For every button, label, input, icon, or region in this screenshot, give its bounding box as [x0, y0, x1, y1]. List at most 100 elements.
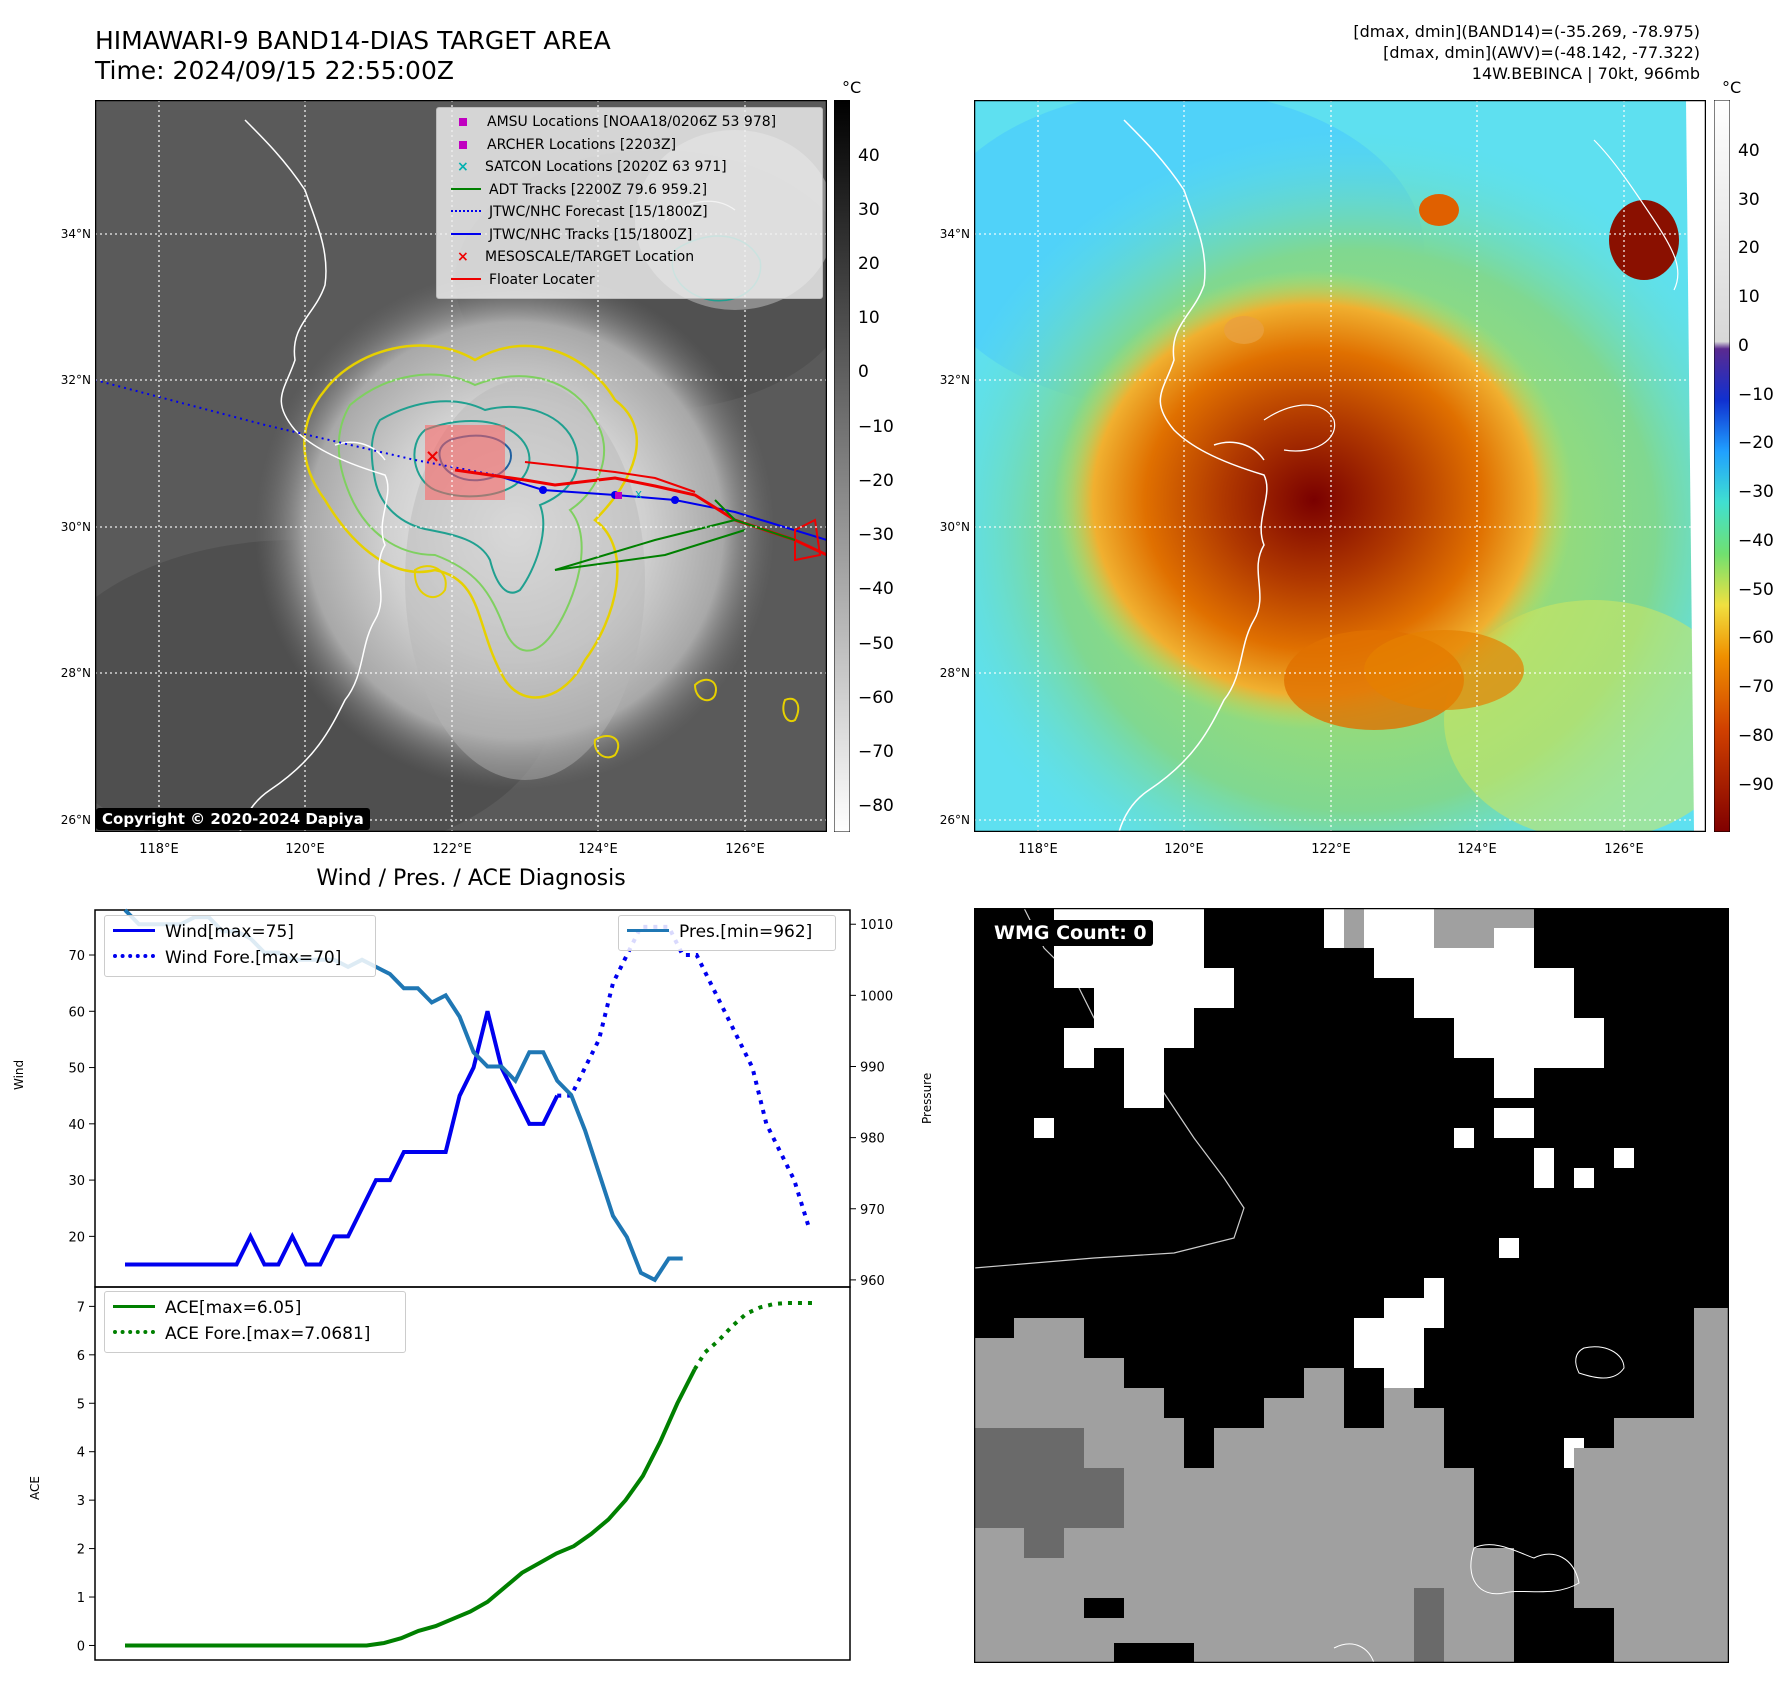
- colorbar-tick-label: −90: [1738, 775, 1774, 795]
- wmg-map: [974, 908, 1729, 1663]
- svg-text:x: x: [635, 487, 642, 501]
- colorbar-tick-label: 0: [858, 362, 869, 382]
- colorbar-tick-label: −70: [1738, 677, 1774, 697]
- colorbar-tick-label: 30: [858, 200, 880, 220]
- colorbar-tick-label: −10: [1738, 385, 1774, 405]
- pressure-ytick-label: 1010: [860, 918, 893, 933]
- lat-label: 32°N: [939, 373, 970, 387]
- ace-series-line-0: [125, 1368, 697, 1648]
- colorbar-tick-label: 20: [858, 254, 880, 274]
- legend-entry-amsu: AMSU Locations [NOAA18/0206Z 53 978]: [451, 114, 776, 130]
- pressure-ytick-label: 960: [860, 1274, 885, 1289]
- ace-ytick-label: 5: [77, 1397, 85, 1412]
- lon-label: 122°E: [1311, 842, 1351, 857]
- colorbar-tick-label: −10: [858, 417, 894, 437]
- colorbar-tick-label: 0: [1738, 336, 1749, 356]
- series-line-1: [557, 924, 811, 1226]
- colorbar-tick-label: −40: [1738, 531, 1774, 551]
- legend-entry-floater: Floater Locater: [451, 272, 595, 288]
- wmg-count-badge: WMG Count: 0: [988, 920, 1153, 946]
- lon-label: 126°E: [1604, 842, 1644, 857]
- copyright-badge: Copyright © 2020-2024 Dapiya: [96, 808, 370, 830]
- ace-ytick-label: 3: [77, 1494, 85, 1509]
- legend-entry-pressure: Pres.[min=962]: [627, 922, 812, 942]
- legend-entry-ace-forecast: ACE Fore.[max=7.0681]: [113, 1324, 370, 1344]
- enhanced-map: [974, 100, 1706, 832]
- colorbar-tick-label: −20: [1738, 433, 1774, 453]
- legend-entry-archer: ARCHER Locations [2203Z]: [451, 137, 676, 153]
- ace-legend: ACE[max=6.05] ACE Fore.[max=7.0681]: [104, 1291, 406, 1353]
- info-storm: 14W.BEBINCA | 70kt, 966mb: [1471, 64, 1700, 83]
- colorbar-tick-label: 40: [858, 146, 880, 166]
- ace-ytick-label: 1: [77, 1591, 85, 1606]
- legend-entry-wind-forecast: Wind Fore.[max=70]: [113, 948, 341, 968]
- wind-ytick-label: 40: [68, 1118, 85, 1133]
- lat-label: 30°N: [60, 520, 91, 534]
- lon-label: 118°E: [139, 842, 179, 857]
- diagnosis-chart: 20 30 40 50 60 70 960 970 980 990 1000 1010 0 1 2 3 4 5 6…: [68, 908, 893, 1661]
- ace-ytick-label: 6: [77, 1349, 85, 1364]
- lat-label: 26°N: [939, 813, 970, 827]
- wind-ytick-label: 30: [68, 1174, 85, 1189]
- lat-label: 28°N: [60, 666, 91, 680]
- ace-ytick-label: 4: [77, 1446, 85, 1461]
- info-band14: [dmax, dmin](BAND14)=(-35.269, -78.975): [1353, 22, 1700, 41]
- colorbar-tick-label: 10: [1738, 287, 1760, 307]
- colorbar-tick-label: 20: [1738, 238, 1760, 258]
- series-line-0: [125, 1010, 560, 1267]
- colorbar-tick-label: −70: [858, 742, 894, 762]
- pressure-legend: Pres.[min=962]: [618, 915, 836, 951]
- colorbar-tick-label: −80: [858, 796, 894, 816]
- wind-ytick-label: 50: [68, 1062, 85, 1077]
- pressure-ytick-label: 970: [860, 1203, 885, 1218]
- colorbar-tick-label: −60: [1738, 628, 1774, 648]
- lon-label: 118°E: [1018, 842, 1058, 857]
- colorbar-tick-label: −30: [1738, 482, 1774, 502]
- figure-title: HIMAWARI-9 BAND14-DIAS TARGET AREA: [95, 26, 611, 55]
- ace-series-line-1: [692, 1300, 816, 1371]
- figure-time: Time: 2024/09/15 22:55:00Z: [95, 56, 454, 85]
- ace-panel-frame: [94, 1286, 851, 1661]
- enhanced-colorbar-unit: °C: [1722, 78, 1742, 97]
- colorbar-tick-label: 40: [1738, 141, 1760, 161]
- colorbar-tick-label: −50: [1738, 580, 1774, 600]
- lat-label: 34°N: [60, 227, 91, 241]
- legend-entry-wind: Wind[max=75]: [113, 922, 294, 942]
- colorbar-tick-label: −50: [858, 634, 894, 654]
- diagnosis-title: Wind / Pres. / ACE Diagnosis: [316, 866, 626, 891]
- lon-label: 126°E: [725, 842, 765, 857]
- lon-label: 120°E: [1164, 842, 1204, 857]
- legend-entry-target: × MESOSCALE/TARGET Location: [457, 249, 695, 265]
- ir-colorbar-unit: °C: [842, 78, 862, 97]
- lon-label: 124°E: [578, 842, 618, 857]
- lon-label: 124°E: [1457, 842, 1497, 857]
- ace-panel: 0 1 2 3 4 5 6 7: [77, 1286, 851, 1661]
- colorbar-tick-label: 30: [1738, 190, 1760, 210]
- colorbar-tick-label: 10: [858, 308, 880, 328]
- ace-ytick-label: 2: [77, 1543, 85, 1558]
- wind-ytick-label: 60: [68, 1005, 85, 1020]
- pressure-axis-title: Pressure: [920, 1072, 934, 1124]
- pressure-ytick-label: 980: [860, 1132, 885, 1147]
- lon-label: 120°E: [285, 842, 325, 857]
- legend-entry-satcon: × SATCON Locations [2020Z 63 971]: [457, 159, 727, 175]
- legend-entry-tracks: JTWC/NHC Tracks [15/1800Z]: [451, 227, 692, 243]
- pressure-ytick-label: 990: [860, 1060, 885, 1075]
- legend-entry-adt: ADT Tracks [2200Z 79.6 959.2]: [451, 182, 707, 198]
- ace-ytick-label: 7: [77, 1300, 85, 1315]
- colorbar-tick-label: −40: [858, 579, 894, 599]
- map-legend: AMSU Locations [NOAA18/0206Z 53 978] ARC…: [436, 107, 823, 299]
- info-awv: [dmax, dmin](AWV)=(-48.142, -77.322): [1383, 43, 1700, 62]
- colorbar-tick-label: −80: [1738, 726, 1774, 746]
- colorbar-tick-label: −30: [858, 525, 894, 545]
- lat-label: 26°N: [60, 813, 91, 827]
- wind-ytick-label: 70: [68, 949, 85, 964]
- enhanced-colorbar: [1714, 100, 1730, 832]
- wind-legend: Wind[max=75] Wind Fore.[max=70]: [104, 915, 376, 977]
- svg-text:×: ×: [425, 446, 440, 467]
- lat-label: 30°N: [939, 520, 970, 534]
- lat-label: 32°N: [60, 373, 91, 387]
- ace-axis-title: ACE: [28, 1476, 42, 1500]
- lat-label: 28°N: [939, 666, 970, 680]
- colorbar-tick-label: −20: [858, 471, 894, 491]
